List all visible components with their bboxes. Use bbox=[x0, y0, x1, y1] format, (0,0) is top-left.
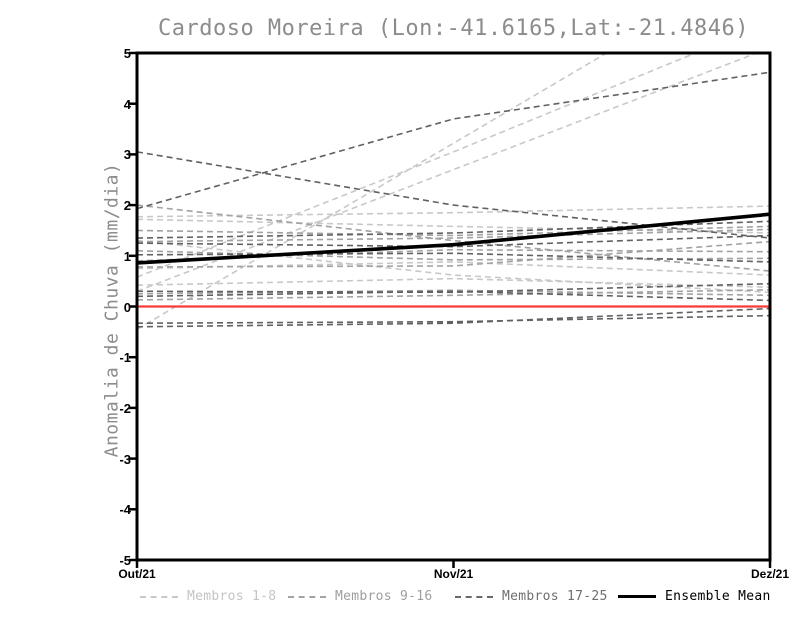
legend-item: Membros 1-8 bbox=[140, 589, 276, 604]
ensemble-member-line bbox=[137, 277, 770, 289]
ensemble-member-line bbox=[137, 53, 609, 331]
legend-item: Ensemble Mean bbox=[618, 589, 771, 604]
ensemble-member-line bbox=[137, 205, 770, 218]
ensemble-member-line bbox=[137, 288, 770, 301]
ensemble-member-line bbox=[137, 289, 770, 297]
ensemble-member-line bbox=[137, 290, 770, 302]
ensemble-member-line bbox=[137, 282, 770, 294]
ensemble-member-line bbox=[137, 307, 770, 328]
ensemble-member-line bbox=[137, 234, 770, 248]
legend-line-swatch bbox=[455, 595, 493, 598]
ensemble-member-line bbox=[137, 314, 770, 325]
x-tick-label: Out/21 bbox=[118, 567, 156, 581]
ensemble-member-line bbox=[137, 228, 770, 243]
y-tick-label: 0 bbox=[123, 299, 131, 315]
ensemble-member-line bbox=[137, 204, 770, 272]
y-tick-label: -2 bbox=[119, 400, 131, 416]
ensemble-member-line bbox=[137, 252, 770, 263]
y-tick-label: -5 bbox=[119, 553, 131, 568]
ensemble-member-line bbox=[137, 225, 770, 237]
legend-label: Membros 9-16 bbox=[335, 589, 433, 604]
legend-line-swatch bbox=[288, 595, 326, 598]
x-tick-label: Nov/21 bbox=[433, 567, 474, 581]
legend-label: Membros 1-8 bbox=[187, 589, 277, 604]
ensemble-member-line bbox=[137, 218, 770, 234]
y-tick-label: 3 bbox=[123, 147, 131, 163]
legend-item: Membros 17-25 bbox=[455, 589, 608, 604]
ensemble-member-line bbox=[137, 71, 770, 210]
y-tick-label: 1 bbox=[123, 248, 131, 264]
legend-line-swatch bbox=[618, 595, 656, 598]
ensemble-mean-line bbox=[137, 212, 770, 265]
x-tick-label: Dez/21 bbox=[750, 567, 790, 581]
legend-label: Ensemble Mean bbox=[665, 589, 771, 604]
ensemble-member-line bbox=[137, 240, 770, 268]
y-tick-label: 2 bbox=[123, 198, 131, 214]
ensemble-member-line bbox=[137, 220, 770, 239]
y-tick-label: -1 bbox=[119, 350, 131, 366]
ensemble-member-line bbox=[137, 53, 698, 278]
chart-title: Cardoso Moreira (Lon:-41.6165,Lat:-21.48… bbox=[157, 16, 750, 41]
ensemble-member-line bbox=[137, 151, 770, 239]
legend-item: Membros 9-16 bbox=[288, 589, 433, 604]
y-tick-label: 4 bbox=[123, 96, 131, 112]
legend-label: Membros 17-25 bbox=[502, 589, 608, 604]
y-tick-label: -3 bbox=[119, 451, 131, 467]
legend-line-swatch bbox=[140, 595, 178, 598]
y-tick-label: -4 bbox=[119, 502, 131, 518]
plot-lines-group bbox=[137, 53, 770, 331]
y-tick-label: 5 bbox=[123, 46, 131, 61]
